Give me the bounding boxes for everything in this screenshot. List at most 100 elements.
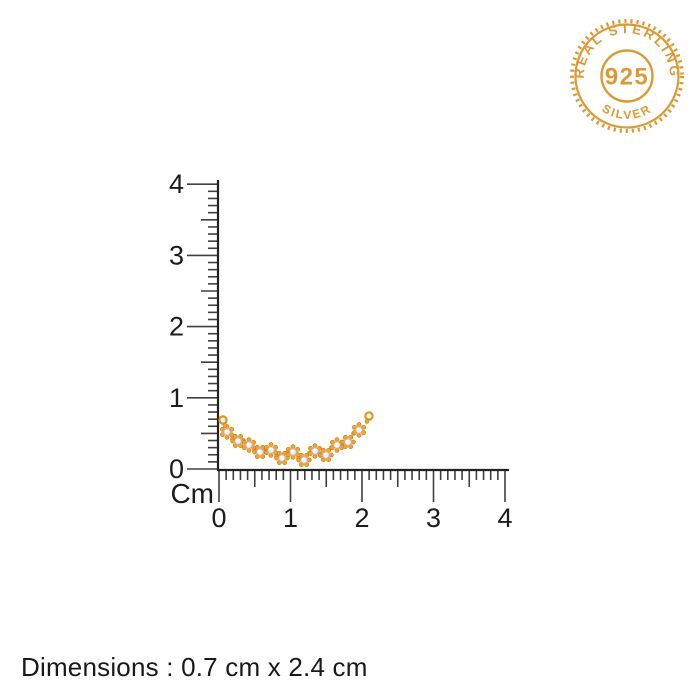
gold-bead [286, 446, 291, 452]
stone-highlight [324, 452, 326, 455]
gold-bead [330, 439, 335, 445]
stone-highlight [302, 457, 304, 460]
gold-bead [276, 460, 282, 465]
gold-bead [268, 442, 274, 448]
gold-bead [298, 453, 304, 458]
cz-stone [311, 447, 319, 455]
cz-stone [267, 446, 275, 454]
stone-highlight [269, 447, 271, 450]
gold-bead [328, 452, 334, 458]
gold-bead [230, 438, 236, 444]
sterling-925-badge: REAL STERLING 925 SILVER [570, 19, 684, 133]
product-jewelry [218, 411, 374, 467]
gold-bead [251, 439, 256, 445]
badge-bottom-text: SILVER [600, 101, 654, 122]
gold-bead [286, 452, 291, 458]
stone-highlight [291, 449, 293, 452]
gold-bead [242, 445, 247, 451]
gold-bead [304, 453, 310, 458]
gold-bead [348, 444, 354, 449]
gold-bead [342, 435, 348, 440]
gold-bead [308, 451, 313, 457]
v-ruler-label: 2 [169, 312, 184, 342]
stone-highlight [225, 429, 227, 432]
v-ruler-label: 1 [169, 383, 184, 413]
gold-bead [252, 449, 258, 455]
stone-highlight [357, 427, 359, 430]
cz-stone [289, 448, 297, 456]
cz-stone [256, 448, 264, 456]
gold-bead [264, 450, 269, 456]
badge-serrated-edge [570, 19, 684, 133]
gold-bead [320, 457, 326, 462]
gold-bead [308, 445, 313, 451]
gold-bead [361, 424, 366, 430]
gold-bead [229, 432, 234, 438]
gold-bead [312, 453, 318, 459]
gold-bead [364, 419, 370, 424]
cz-stone [333, 441, 341, 449]
h-ruler-label: 1 [283, 503, 298, 533]
gold-bead [290, 444, 296, 450]
gold-bead [242, 439, 247, 445]
h-ruler-label: 0 [211, 503, 226, 533]
gold-bead [264, 444, 269, 450]
gold-bead [220, 432, 225, 438]
v-ruler-label: 0 [169, 454, 184, 484]
dimensions-caption: Dimensions : 0.7 cm x 2.4 cm [21, 652, 368, 682]
v-ruler-label: 4 [169, 169, 184, 199]
gold-bead [224, 434, 230, 440]
gold-bead [246, 447, 252, 453]
gold-bead [317, 445, 322, 451]
gold-bead [361, 430, 366, 436]
gold-bead [342, 444, 348, 449]
v-ruler-label: 3 [169, 240, 184, 270]
gold-bead [238, 443, 244, 448]
gold-bead [326, 448, 332, 453]
gold-bead [238, 434, 244, 439]
gold-bead [229, 426, 234, 432]
gold-bead [312, 443, 318, 449]
gold-bead [296, 457, 302, 463]
h-ruler-label: 2 [354, 503, 369, 533]
badge-inner-ring [600, 49, 654, 103]
gold-bead [340, 439, 346, 445]
gold-bead [348, 435, 354, 440]
gold-bead [304, 462, 310, 467]
stone-highlight [236, 438, 238, 441]
gold-bead [356, 422, 362, 428]
gold-bead [274, 455, 280, 461]
gold-bead [246, 437, 252, 443]
gold-bead [254, 445, 260, 450]
gold-bead [350, 439, 356, 445]
stone-highlight [335, 442, 337, 445]
gold-bead [260, 454, 266, 459]
gold-bead [352, 424, 357, 430]
cz-stone [278, 454, 286, 462]
badge-outer-ring [574, 23, 680, 129]
gold-bead [268, 452, 274, 458]
cz-stone [223, 428, 231, 436]
cz-stone [245, 441, 253, 449]
stone-highlight [280, 455, 282, 458]
cz-stone [300, 456, 308, 464]
gold-bead [220, 426, 225, 432]
gold-bead [222, 423, 228, 428]
gold-bead [276, 451, 282, 456]
gold-bead [356, 432, 362, 438]
cz-stone [234, 437, 242, 445]
gold-bead [232, 443, 238, 448]
gold-bead [295, 446, 300, 452]
gold-bead [254, 454, 260, 459]
stone-highlight [258, 449, 260, 452]
cz-stone [322, 451, 330, 459]
h-ruler-label: 3 [426, 503, 441, 533]
end-loop [364, 411, 374, 421]
gold-bead [232, 434, 238, 439]
cz-stone [355, 426, 363, 434]
gold-bead [298, 462, 304, 467]
gold-bead [320, 448, 326, 453]
end-loop [218, 415, 228, 425]
gold-bead [290, 454, 296, 460]
